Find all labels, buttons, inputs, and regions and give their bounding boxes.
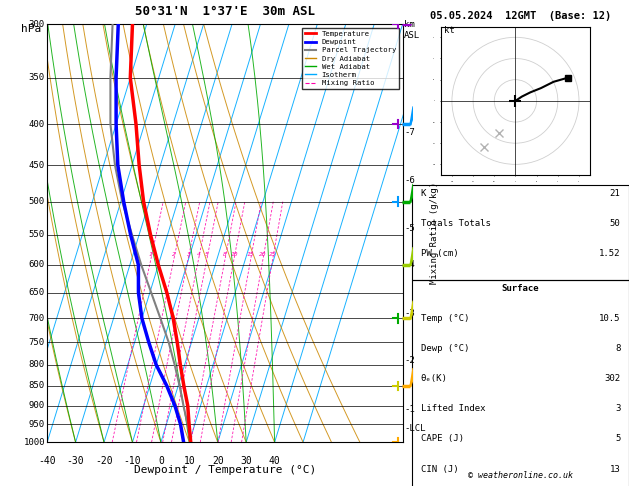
Text: 750: 750 (29, 338, 45, 347)
Text: 2: 2 (172, 252, 175, 258)
Text: 950: 950 (29, 420, 45, 429)
Text: 302: 302 (604, 374, 620, 383)
Text: 20: 20 (212, 456, 224, 466)
Text: 20: 20 (259, 252, 267, 258)
Text: 1.52: 1.52 (599, 249, 620, 258)
Text: 5: 5 (615, 434, 620, 444)
Text: -20: -20 (95, 456, 113, 466)
Text: 800: 800 (29, 360, 45, 369)
Text: -10: -10 (124, 456, 142, 466)
Bar (412, 185, 629, 280)
Text: Dewp (°C): Dewp (°C) (421, 344, 469, 353)
Text: 350: 350 (29, 73, 45, 82)
Text: Mixing Ratio (g/kg): Mixing Ratio (g/kg) (430, 182, 439, 284)
Text: θₑ(K): θₑ(K) (421, 374, 448, 383)
Text: 3: 3 (186, 252, 190, 258)
Text: 10.5: 10.5 (599, 314, 620, 323)
Text: 600: 600 (29, 260, 45, 269)
Text: 15: 15 (247, 252, 255, 258)
Text: 400: 400 (29, 120, 45, 129)
Text: -LCL: -LCL (404, 424, 426, 433)
Text: 1000: 1000 (23, 438, 45, 447)
Text: -5: -5 (404, 224, 415, 233)
Text: 450: 450 (29, 160, 45, 170)
Text: 10: 10 (184, 456, 195, 466)
Text: Dewpoint / Temperature (°C): Dewpoint / Temperature (°C) (134, 465, 316, 475)
Text: 4: 4 (197, 252, 201, 258)
Text: 700: 700 (29, 314, 45, 323)
Text: 8: 8 (615, 344, 620, 353)
Text: Totals Totals: Totals Totals (421, 219, 491, 228)
Text: km
ASL: km ASL (404, 20, 420, 39)
Text: -40: -40 (38, 456, 56, 466)
Text: 650: 650 (29, 288, 45, 297)
Text: -6: -6 (404, 175, 415, 185)
Text: 300: 300 (29, 20, 45, 29)
Text: CAPE (J): CAPE (J) (421, 434, 464, 444)
Legend: Temperature, Dewpoint, Parcel Trajectory, Dry Adiabat, Wet Adiabat, Isotherm, Mi: Temperature, Dewpoint, Parcel Trajectory… (302, 28, 399, 89)
Text: K: K (421, 189, 426, 198)
Text: -2: -2 (404, 356, 415, 365)
Text: -30: -30 (67, 456, 84, 466)
Text: 21: 21 (610, 189, 620, 198)
Text: 05.05.2024  12GMT  (Base: 12): 05.05.2024 12GMT (Base: 12) (430, 11, 611, 21)
Text: 25: 25 (269, 252, 276, 258)
Text: 50°31'N  1°37'E  30m ASL: 50°31'N 1°37'E 30m ASL (135, 5, 315, 18)
Text: 40: 40 (269, 456, 281, 466)
Text: 3: 3 (615, 404, 620, 414)
Text: Lifted Index: Lifted Index (421, 404, 485, 414)
Text: 13: 13 (610, 465, 620, 474)
Text: 900: 900 (29, 401, 45, 410)
Bar (412, 280, 629, 486)
Text: 50: 50 (610, 219, 620, 228)
Text: -1: -1 (404, 405, 415, 414)
Text: PW (cm): PW (cm) (421, 249, 459, 258)
Text: 10: 10 (230, 252, 238, 258)
Text: hPa: hPa (21, 24, 41, 35)
Text: 850: 850 (29, 382, 45, 390)
Text: -7: -7 (404, 128, 415, 137)
Text: Temp (°C): Temp (°C) (421, 314, 469, 323)
Text: -4: -4 (404, 260, 415, 269)
Text: 30: 30 (240, 456, 252, 466)
Text: 550: 550 (29, 230, 45, 239)
Text: -3: -3 (404, 309, 415, 318)
Text: © weatheronline.co.uk: © weatheronline.co.uk (468, 471, 573, 480)
Text: kt: kt (444, 26, 455, 35)
Text: CIN (J): CIN (J) (421, 465, 459, 474)
Text: 8: 8 (223, 252, 227, 258)
Text: 1: 1 (149, 252, 153, 258)
Text: 0: 0 (158, 456, 164, 466)
Text: 5: 5 (205, 252, 209, 258)
Text: 500: 500 (29, 197, 45, 206)
Text: Surface: Surface (502, 284, 539, 293)
